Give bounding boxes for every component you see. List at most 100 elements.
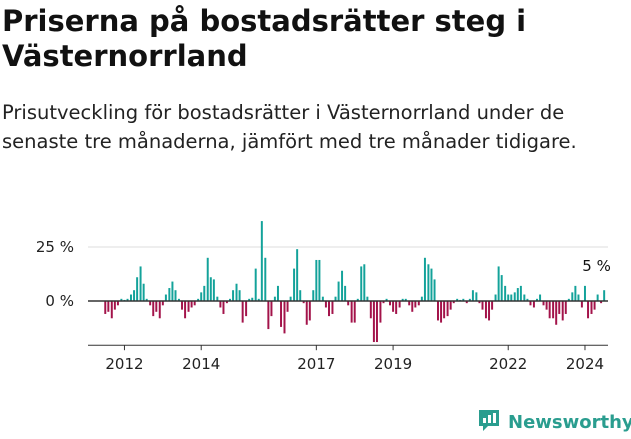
bar xyxy=(404,298,407,301)
bar xyxy=(107,301,110,312)
bar xyxy=(283,301,286,334)
x-tick-label: 2024 xyxy=(566,355,604,373)
bar xyxy=(414,301,417,308)
bar xyxy=(341,270,344,301)
bar xyxy=(181,301,184,310)
bar xyxy=(593,301,596,310)
bar xyxy=(212,279,215,301)
x-tick-label: 2019 xyxy=(374,355,412,373)
bar xyxy=(104,301,107,314)
bar xyxy=(580,301,583,308)
bar xyxy=(596,294,599,301)
bar xyxy=(174,290,177,301)
bar xyxy=(398,301,401,308)
bar xyxy=(120,298,123,301)
bar xyxy=(133,290,136,301)
bar xyxy=(273,296,276,301)
x-tick-label: 2012 xyxy=(105,355,143,373)
bar xyxy=(350,301,353,323)
bar xyxy=(219,301,222,308)
bar xyxy=(248,298,251,301)
chart-subtitle: Prisutveckling för bostadsrätter i Väste… xyxy=(2,101,577,153)
bar xyxy=(129,294,132,301)
axis-labels: 25 % 0 % 2012 2014 2017 2019 2022 2024 5 % xyxy=(36,238,611,373)
newsworthy-brand[interactable]: Newsworthy xyxy=(476,408,631,436)
bar xyxy=(456,298,459,301)
bar xyxy=(305,301,308,325)
bar xyxy=(289,296,292,301)
bar xyxy=(510,294,513,301)
bar xyxy=(168,288,171,301)
bar xyxy=(392,301,395,312)
bar xyxy=(462,298,465,301)
bar xyxy=(433,279,436,301)
bar xyxy=(600,301,603,304)
bars xyxy=(104,221,606,343)
bar xyxy=(552,301,555,319)
bar xyxy=(494,294,497,301)
bar xyxy=(385,298,388,301)
bar xyxy=(430,268,433,301)
bar xyxy=(558,301,561,314)
bar xyxy=(375,301,378,343)
bar xyxy=(187,301,190,312)
bar xyxy=(587,301,590,319)
bar xyxy=(574,285,577,301)
bar xyxy=(507,294,510,301)
bar xyxy=(465,301,468,304)
bar xyxy=(299,290,302,301)
bar xyxy=(270,301,273,317)
bar xyxy=(571,292,574,301)
bar xyxy=(280,301,283,327)
bar xyxy=(161,301,164,306)
bar xyxy=(276,285,279,301)
bar xyxy=(484,301,487,319)
bar xyxy=(491,301,494,310)
bar xyxy=(149,301,152,306)
bar xyxy=(235,283,238,301)
bar xyxy=(155,301,158,312)
bar xyxy=(164,294,167,301)
bar xyxy=(232,290,235,301)
bar xyxy=(110,301,113,319)
bar xyxy=(113,301,116,310)
bar xyxy=(590,301,593,314)
bar xyxy=(347,301,350,306)
bar xyxy=(177,298,180,301)
bar xyxy=(561,301,564,321)
bar xyxy=(567,298,570,301)
bar xyxy=(481,301,484,310)
bar xyxy=(526,298,529,301)
bar xyxy=(500,275,503,301)
axes xyxy=(88,300,608,351)
bar xyxy=(225,301,228,304)
bar xyxy=(356,298,359,301)
bar xyxy=(523,294,526,301)
bar xyxy=(257,298,260,301)
newsworthy-chart-logo-icon xyxy=(476,407,502,437)
bar xyxy=(331,301,334,314)
bar xyxy=(488,301,491,321)
bar xyxy=(312,290,315,301)
bar xyxy=(446,301,449,317)
bar xyxy=(529,301,532,306)
bar xyxy=(497,266,500,301)
bar xyxy=(184,301,187,319)
bar xyxy=(564,301,567,314)
bar xyxy=(516,288,519,301)
latest-value-label: 5 % xyxy=(582,257,611,275)
bar xyxy=(222,301,225,314)
bar xyxy=(532,301,535,308)
bar xyxy=(251,297,254,301)
bar xyxy=(142,283,145,301)
bar xyxy=(360,266,363,301)
x-tick-label: 2017 xyxy=(297,355,335,373)
bar xyxy=(545,301,548,310)
bar xyxy=(245,301,248,317)
bar xyxy=(389,301,392,306)
bar xyxy=(475,292,478,301)
bar xyxy=(437,301,439,321)
bar xyxy=(315,259,318,301)
bar xyxy=(513,292,516,301)
bar xyxy=(478,301,481,304)
